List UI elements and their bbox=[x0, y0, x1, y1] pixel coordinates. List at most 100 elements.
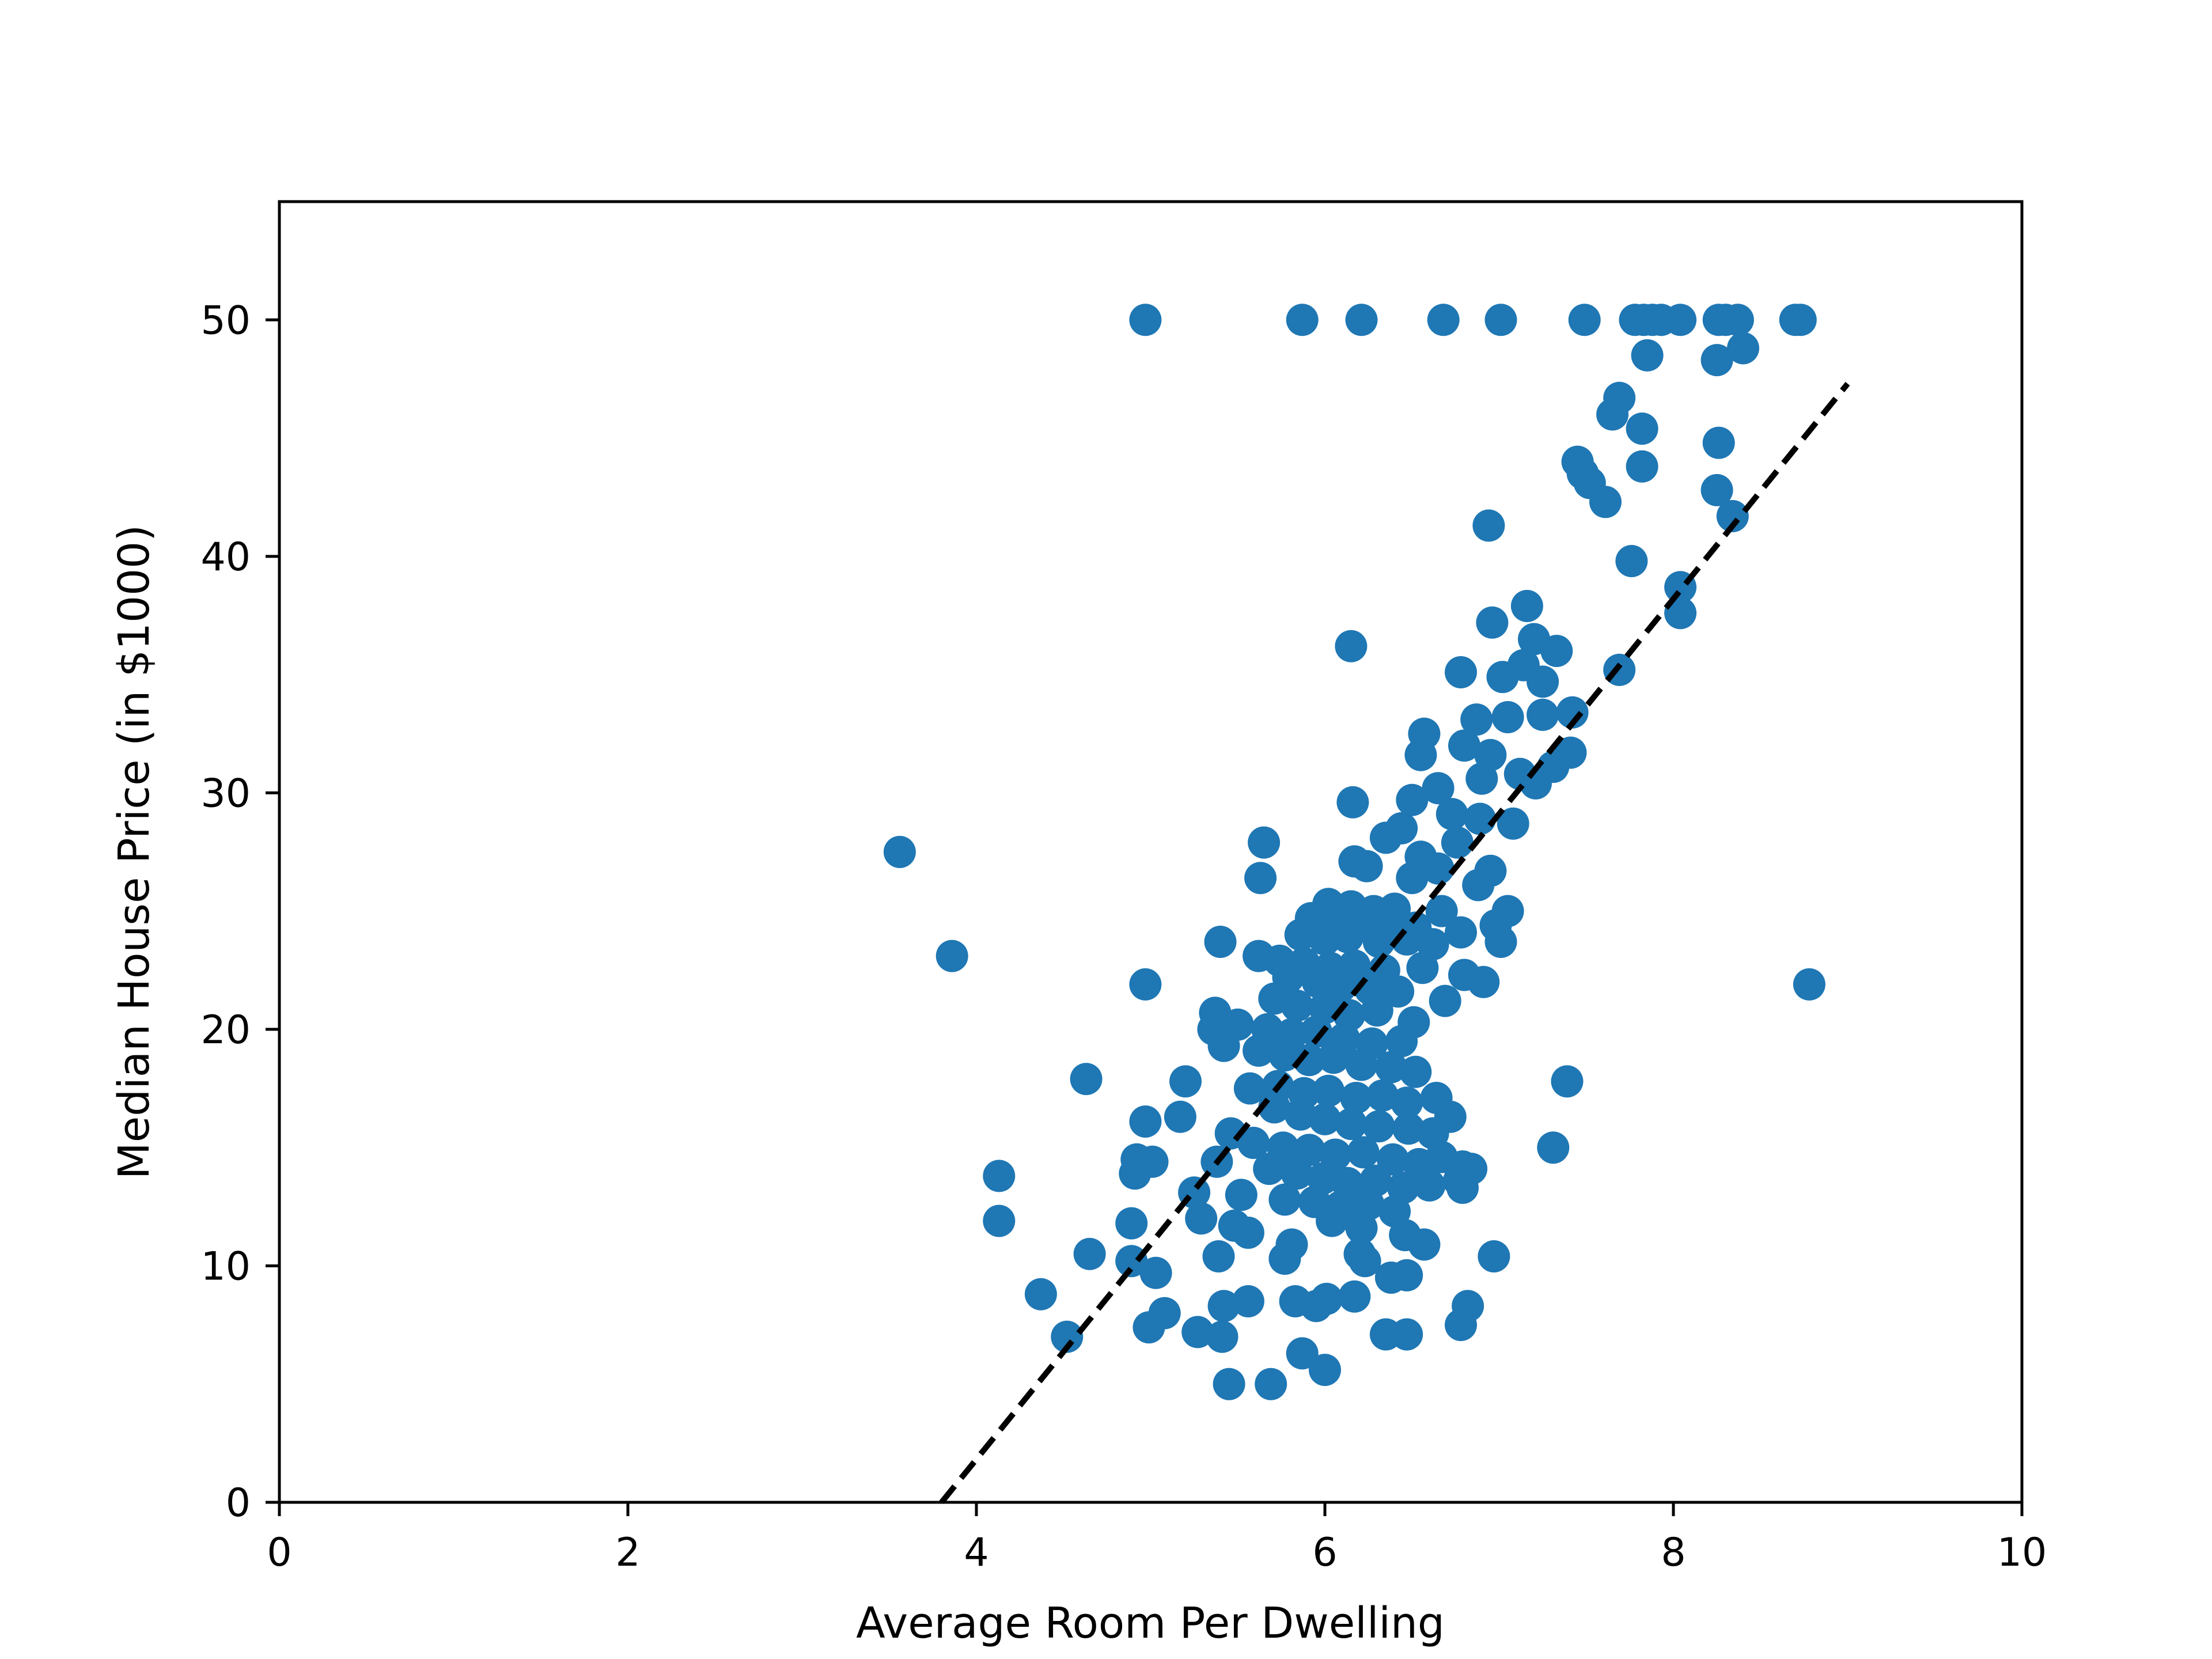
data-point-0-31 bbox=[1615, 545, 1648, 577]
data-point-0-231 bbox=[1255, 1368, 1287, 1400]
data-point-0-71 bbox=[1396, 862, 1429, 895]
y-axis-ticks: 0 10 20 30 40 50 bbox=[200, 298, 279, 1526]
data-point-0-67 bbox=[1422, 852, 1455, 885]
x-axis-label: Average Room Per Dwelling bbox=[856, 1599, 1445, 1648]
data-point-0-58 bbox=[1396, 783, 1429, 816]
x-tick-label: 10 bbox=[1997, 1530, 2047, 1575]
data-point-0-222 bbox=[1181, 1316, 1214, 1349]
data-point-0-26 bbox=[1589, 486, 1622, 518]
data-point-0-47 bbox=[1460, 703, 1493, 736]
data-point-0-144 bbox=[1340, 1082, 1373, 1114]
data-point-0-20 bbox=[1596, 398, 1629, 431]
data-point-0-49 bbox=[1448, 729, 1480, 762]
data-point-0-208 bbox=[1478, 1240, 1510, 1272]
x-tick-label: 8 bbox=[1661, 1530, 1685, 1575]
data-point-0-186 bbox=[1268, 1183, 1301, 1216]
data-point-0-64 bbox=[1336, 786, 1369, 819]
data-point-0-164 bbox=[1347, 1136, 1380, 1169]
data-point-0-113 bbox=[1382, 975, 1415, 1008]
data-point-0-45 bbox=[1527, 698, 1559, 731]
data-point-0-17 bbox=[1700, 344, 1733, 377]
data-point-0-97 bbox=[1204, 926, 1237, 958]
data-point-0-116 bbox=[1281, 989, 1313, 1022]
data-point-0-128 bbox=[1385, 1025, 1418, 1058]
data-point-0-119 bbox=[1361, 994, 1393, 1027]
data-point-0-72 bbox=[1462, 869, 1495, 902]
data-point-0-88 bbox=[1445, 916, 1477, 949]
y-tick-label: 40 bbox=[200, 535, 251, 580]
data-point-0-37 bbox=[1335, 630, 1368, 662]
data-point-0-205 bbox=[1268, 1243, 1301, 1275]
data-point-0-207 bbox=[1349, 1245, 1381, 1278]
data-point-0-134 bbox=[1317, 1041, 1350, 1074]
data-point-0-5 bbox=[1568, 304, 1601, 336]
data-point-0-96 bbox=[1484, 926, 1517, 958]
data-point-0-10 bbox=[1664, 304, 1697, 336]
data-point-0-70 bbox=[1350, 850, 1383, 882]
data-point-0-55 bbox=[1465, 762, 1498, 795]
data-point-0-138 bbox=[1070, 1063, 1103, 1096]
x-axis-ticks: 0 2 4 6 8 10 bbox=[267, 1502, 2047, 1575]
data-point-0-227 bbox=[1051, 1320, 1084, 1353]
data-point-0-2 bbox=[1345, 304, 1378, 336]
data-point-0-219 bbox=[1338, 1280, 1371, 1313]
y-tick-label: 30 bbox=[200, 771, 251, 816]
regression-line-layer bbox=[939, 381, 1850, 1505]
x-tick-label: 6 bbox=[1312, 1530, 1337, 1575]
y-tick-label: 20 bbox=[200, 1007, 251, 1053]
data-point-0-226 bbox=[1445, 1309, 1477, 1342]
data-point-0-73 bbox=[1248, 826, 1281, 859]
data-point-0-75 bbox=[883, 836, 916, 868]
data-point-0-185 bbox=[1225, 1179, 1257, 1211]
data-point-0-182 bbox=[983, 1160, 1016, 1192]
data-point-0-76 bbox=[935, 940, 968, 972]
data-point-0-22 bbox=[1702, 426, 1735, 459]
data-point-0-140 bbox=[1233, 1072, 1266, 1105]
data-point-0-137 bbox=[1399, 1055, 1432, 1088]
data-point-0-179 bbox=[1413, 1169, 1446, 1202]
data-point-0-28 bbox=[1700, 474, 1733, 506]
data-point-0-218 bbox=[1310, 1282, 1343, 1315]
data-point-0-108 bbox=[1793, 968, 1825, 1001]
data-point-0-145 bbox=[1366, 1079, 1399, 1112]
x-tick-label: 4 bbox=[964, 1530, 988, 1575]
data-point-0-192 bbox=[983, 1205, 1016, 1237]
data-point-0-153 bbox=[1309, 1103, 1341, 1135]
y-tick-label: 10 bbox=[200, 1244, 251, 1289]
data-point-0-94 bbox=[1391, 923, 1423, 956]
data-point-0-0 bbox=[1129, 304, 1162, 336]
data-point-0-191 bbox=[1446, 1172, 1479, 1204]
data-point-0-13 bbox=[1721, 304, 1754, 336]
data-point-0-221 bbox=[1132, 1311, 1165, 1344]
data-point-0-225 bbox=[1391, 1318, 1423, 1351]
data-point-0-203 bbox=[1073, 1237, 1106, 1270]
data-points bbox=[883, 304, 1825, 1400]
data-point-0-215 bbox=[1232, 1285, 1264, 1317]
data-point-0-60 bbox=[1464, 802, 1497, 835]
data-point-0-132 bbox=[1268, 1039, 1301, 1072]
data-point-0-59 bbox=[1435, 798, 1468, 831]
regression-line bbox=[939, 381, 1850, 1505]
data-point-0-223 bbox=[1206, 1320, 1238, 1353]
data-point-0-1 bbox=[1286, 304, 1319, 336]
data-point-0-44 bbox=[1556, 696, 1589, 729]
data-point-0-197 bbox=[1316, 1205, 1349, 1237]
data-point-0-63 bbox=[1369, 821, 1402, 854]
data-point-0-35 bbox=[1476, 606, 1509, 639]
data-point-0-193 bbox=[1115, 1207, 1148, 1240]
data-point-0-21 bbox=[1626, 412, 1658, 445]
data-point-0-204 bbox=[1115, 1245, 1148, 1278]
data-point-0-228 bbox=[1286, 1337, 1319, 1370]
data-point-0-212 bbox=[1024, 1278, 1057, 1310]
data-point-0-29 bbox=[1716, 500, 1749, 532]
data-point-0-202 bbox=[1408, 1228, 1441, 1261]
data-point-0-136 bbox=[1374, 1051, 1407, 1084]
data-point-0-61 bbox=[1497, 807, 1529, 840]
data-point-0-56 bbox=[1422, 772, 1455, 805]
data-point-0-114 bbox=[1429, 984, 1461, 1017]
data-point-0-34 bbox=[1510, 590, 1543, 622]
data-point-0-52 bbox=[1404, 738, 1437, 771]
data-point-0-81 bbox=[1425, 895, 1458, 927]
data-point-0-106 bbox=[1467, 965, 1500, 998]
